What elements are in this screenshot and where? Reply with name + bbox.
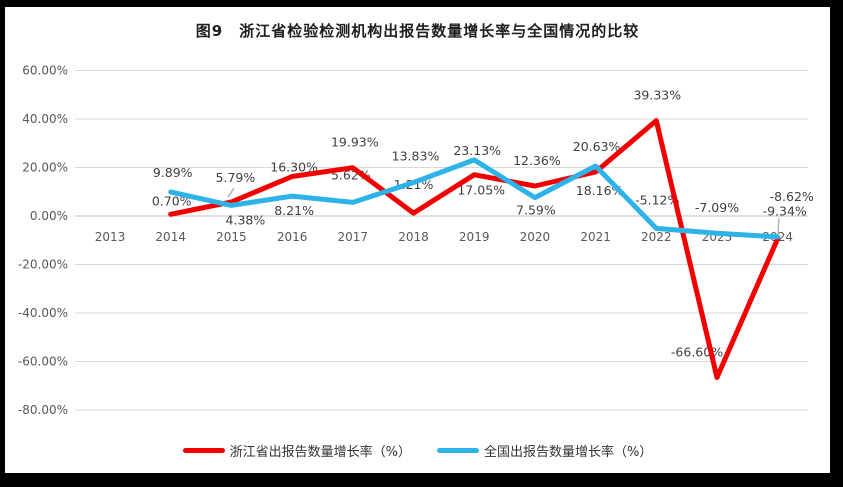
data-label-national: 8.21% <box>274 203 314 218</box>
series-line-zhejiang <box>168 118 781 380</box>
data-label-zhejiang: -66.60% <box>671 345 723 360</box>
x-axis-tick-label: 2020 <box>520 230 551 244</box>
legend-item-national: 全国出报告数量增长率（%） <box>437 441 652 460</box>
label-leader-line <box>227 187 235 198</box>
x-axis-tick-label: 2016 <box>277 230 308 244</box>
chart-panel: 图9 浙江省检验检测机构出报告数量增长率与全国情况的比较 60.00% 40.00… <box>5 7 830 473</box>
y-axis-tick-label: 60.00% <box>22 64 68 78</box>
legend-label-national: 全国出报告数量增长率（%） <box>484 444 653 460</box>
data-label-zhejiang: 0.70% <box>152 193 192 208</box>
data-label-zhejiang: 16.30% <box>270 159 318 174</box>
y-axis-tick-label: -20.00% <box>18 258 68 272</box>
x-axis-tick-label: 2014 <box>155 230 186 244</box>
x-axis-tick-label: 2018 <box>398 230 429 244</box>
legend: 浙江省出报告数量增长率（%） 全国出报告数量增长率（%） <box>5 440 830 460</box>
y-axis-tick-label: -60.00% <box>18 355 68 369</box>
data-label-zhejiang: 5.79% <box>216 170 256 185</box>
series-line-national <box>168 157 781 240</box>
y-axis-tick-label: 40.00% <box>22 112 68 126</box>
data-label-zhejiang: 18.16% <box>576 183 624 198</box>
x-axis-tick-label: 2017 <box>338 230 369 244</box>
data-label-zhejiang: -9.34% <box>763 204 807 219</box>
data-label-zhejiang: 12.36% <box>513 153 561 168</box>
x-axis-tick-label: 2021 <box>580 230 611 244</box>
data-label-national: -7.09% <box>695 200 739 215</box>
legend-swatch-zhejiang-icon <box>182 447 225 453</box>
x-axis-tick-label: 2013 <box>95 230 126 244</box>
data-label-zhejiang: 39.33% <box>633 88 681 103</box>
legend-swatch-national-icon <box>437 447 479 453</box>
data-label-national: 7.59% <box>516 203 556 218</box>
data-label-national: -8.62% <box>770 189 814 204</box>
x-axis-tick-label: 2019 <box>459 230 490 244</box>
data-label-national: 13.83% <box>392 148 440 163</box>
data-label-national: -5.12% <box>635 192 679 207</box>
x-axis-tick-label: 2022 <box>641 230 672 244</box>
y-axis-tick-label: 0.00% <box>30 209 68 223</box>
label-leader-line <box>777 217 780 236</box>
y-axis-tick-label: 20.00% <box>22 161 68 175</box>
x-axis-tick-label: 2015 <box>216 230 247 244</box>
data-label-national: 20.63% <box>573 139 621 154</box>
data-label-zhejiang: 17.05% <box>457 183 505 198</box>
data-label-national: 4.38% <box>226 212 266 227</box>
y-axis-tick-label: -80.00% <box>18 403 68 417</box>
chart-svg: 60.00% 40.00% 20.00% 0.00% -20.00% -40.00% -60… <box>18 64 814 418</box>
data-label-zhejiang: 19.93% <box>331 135 379 150</box>
data-label-national: 9.89% <box>153 165 193 180</box>
legend-item-zhejiang: 浙江省出报告数量增长率（%） <box>182 441 411 460</box>
chart-title: 图9 浙江省检验检测机构出报告数量增长率与全国情况的比较 <box>195 22 640 40</box>
legend-label-zhejiang: 浙江省出报告数量增长率（%） <box>229 444 411 460</box>
data-label-national: 23.13% <box>453 143 501 158</box>
y-axis-tick-label: -40.00% <box>18 306 68 320</box>
